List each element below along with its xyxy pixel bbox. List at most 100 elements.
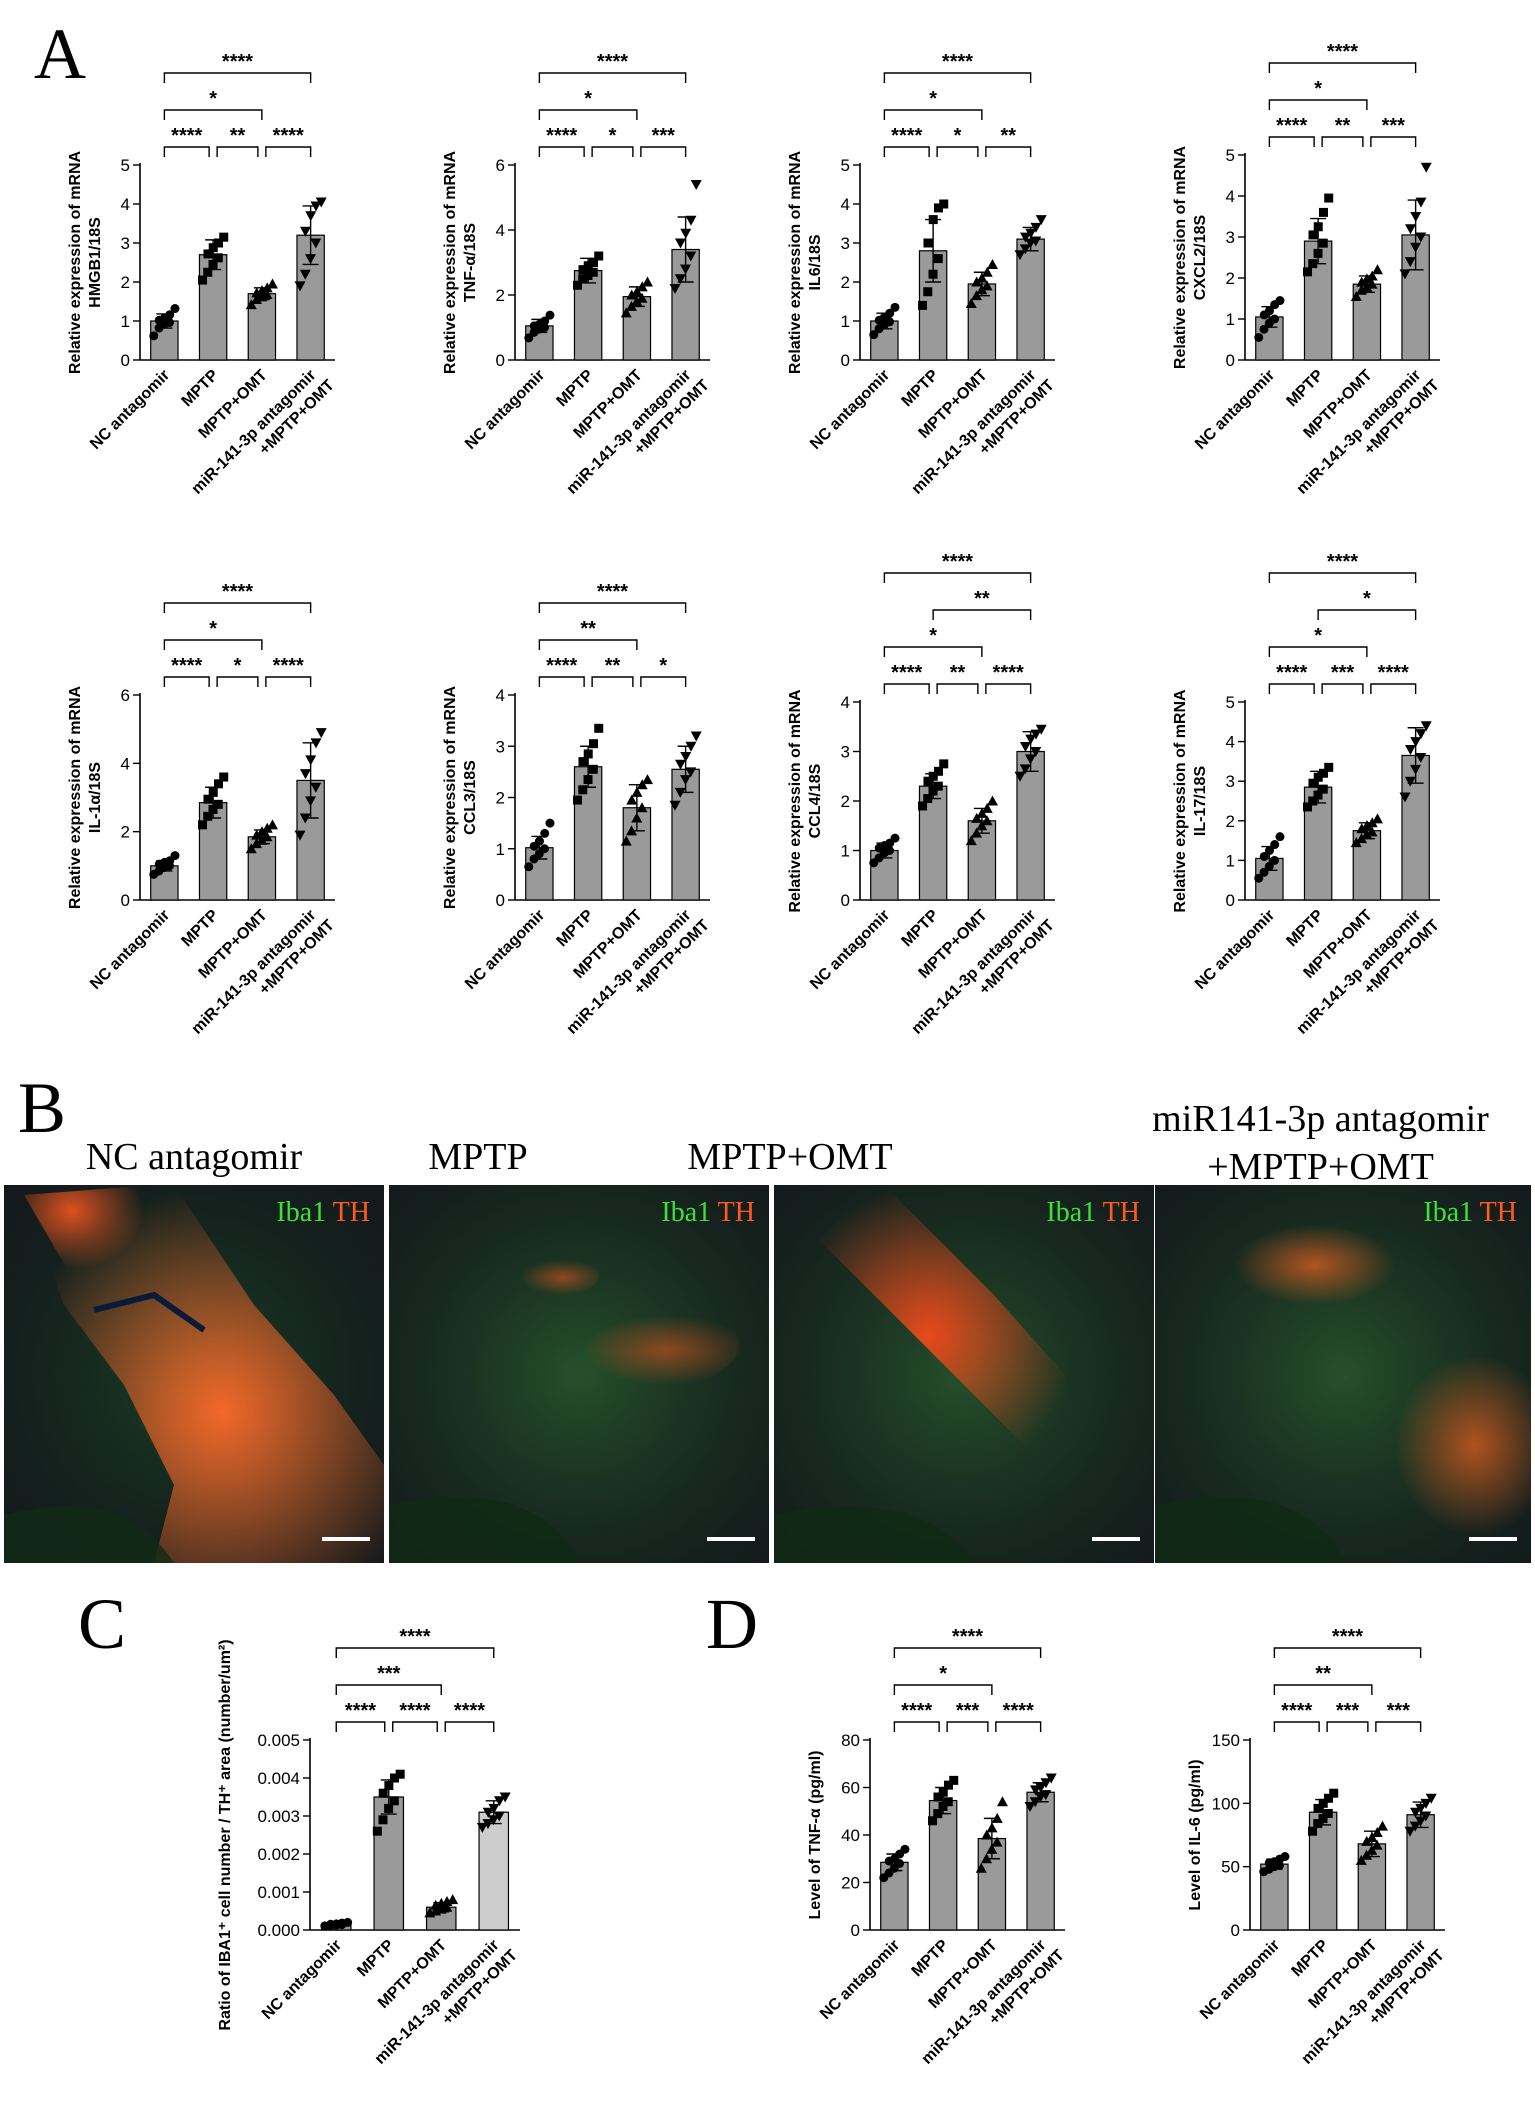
data-point [1019, 764, 1031, 775]
y-tick-label: 1 [121, 312, 130, 331]
data-point [1415, 232, 1427, 243]
micro-title-line: +MPTP+OMT [1207, 1146, 1434, 1188]
y-tick-label: 3 [841, 234, 850, 253]
y-tick-label: 0 [1226, 351, 1235, 370]
x-tick-label-line: MPTP [898, 907, 942, 951]
data-point [981, 815, 993, 826]
significance-label: **** [942, 51, 973, 73]
data-point [299, 769, 311, 780]
y-axis-label-line: Relative expression of mRNA [67, 685, 84, 909]
data-point [1366, 278, 1378, 289]
data-point [1361, 829, 1373, 840]
y-axis-label-line: Relative expression of mRNA [442, 150, 459, 374]
x-tick-label: MPTP [898, 907, 942, 951]
data-point [949, 1775, 959, 1785]
significance-label: **** [1281, 1700, 1312, 1722]
data-point [208, 787, 218, 797]
y-axis-label-line: Relative expression of mRNA [67, 150, 84, 374]
data-point [928, 771, 938, 781]
x-tick-label: NC antagomir [259, 1937, 345, 2023]
data-point [1410, 242, 1422, 253]
data-point [310, 201, 322, 212]
x-tick-label-line: MPTP [553, 907, 597, 951]
x-tick-label-line: NC antagomir [462, 907, 548, 993]
significance-label: **** [273, 655, 304, 677]
data-point [975, 1862, 987, 1873]
data-point [976, 284, 988, 295]
data-point [1376, 1820, 1388, 1831]
data-point [1404, 224, 1416, 235]
data-point [499, 1792, 511, 1803]
data-point [578, 785, 588, 795]
significance-bracket [1268, 683, 1315, 694]
data-point [1254, 873, 1264, 883]
data-point [384, 1803, 394, 1813]
data-point [943, 1797, 953, 1807]
data-point [488, 1803, 500, 1814]
y-tick-label: 2 [496, 789, 505, 808]
y-axis-label-line: Relative expression of mRNA [1172, 145, 1189, 369]
x-tick-label-line: NC antagomir [1192, 907, 1278, 993]
significance-label: * [609, 125, 617, 147]
significance-bracket [163, 109, 263, 120]
y-tick-label: 0 [841, 351, 850, 370]
data-point [1030, 747, 1042, 757]
y-tick-label: 40 [841, 1826, 860, 1845]
data-point [626, 289, 638, 300]
data-point [939, 759, 949, 769]
data-point [1415, 1816, 1427, 1827]
significance-bracket [538, 639, 638, 650]
data-point [299, 269, 311, 280]
data-point [261, 288, 273, 299]
data-point [208, 259, 218, 269]
significance-bracket [893, 1647, 1042, 1658]
data-point [981, 802, 993, 813]
data-point [641, 774, 653, 785]
data-point [315, 197, 327, 208]
significance-bracket [538, 72, 687, 83]
data-point [690, 180, 702, 190]
significance-bracket [1268, 572, 1417, 583]
data-point [986, 258, 998, 269]
y-tick-label: 0.000 [257, 1921, 300, 1940]
significance-label: *** [1387, 1700, 1411, 1722]
data-point [1270, 840, 1280, 850]
x-tick-label-line: NC antagomir [87, 367, 173, 453]
data-point [198, 820, 208, 830]
significance-bracket [216, 146, 259, 157]
x-tick-label: MPTP [553, 907, 597, 951]
data-point [996, 1796, 1008, 1807]
data-point [573, 795, 583, 805]
x-tick-label: miR-141-3p antagomir+MPTP+OMT [372, 1932, 521, 2081]
data-point [1280, 1852, 1290, 1862]
data-point [938, 1802, 948, 1811]
y-axis-label-line: Relative expression of mRNA [787, 150, 804, 374]
panel-letter-b: B [18, 1068, 67, 1148]
significance-label: ** [1315, 1663, 1331, 1685]
data-point [251, 838, 263, 849]
data-point [933, 1792, 943, 1802]
y-axis-label: Level of TNF-α (pg/ml) [807, 1751, 824, 1920]
data-point [928, 269, 938, 279]
significance-bracket [163, 639, 263, 650]
data-point [669, 284, 681, 294]
panel-letter-d: D [706, 1584, 758, 1664]
significance-bracket [640, 146, 687, 157]
data-point [1371, 1839, 1383, 1850]
data-point [261, 822, 273, 833]
significance-label: * [209, 88, 217, 110]
x-tick-label-line: MPTP [178, 907, 222, 951]
y-tick-label: 2 [496, 286, 505, 305]
y-axis-label-line: IL-17/18S [1192, 766, 1209, 837]
data-point [1040, 1790, 1052, 1801]
data-point [251, 829, 263, 840]
y-tick-label: 0.001 [257, 1883, 300, 1902]
data-point [1313, 1803, 1323, 1813]
significance-label: * [659, 655, 667, 677]
stain-label: Iba1 TH [661, 1197, 755, 1228]
data-point [170, 851, 180, 861]
data-point [594, 723, 604, 733]
panel-letter-c: C [78, 1584, 127, 1664]
data-point [918, 300, 928, 310]
y-tick-label: 5 [841, 156, 850, 175]
